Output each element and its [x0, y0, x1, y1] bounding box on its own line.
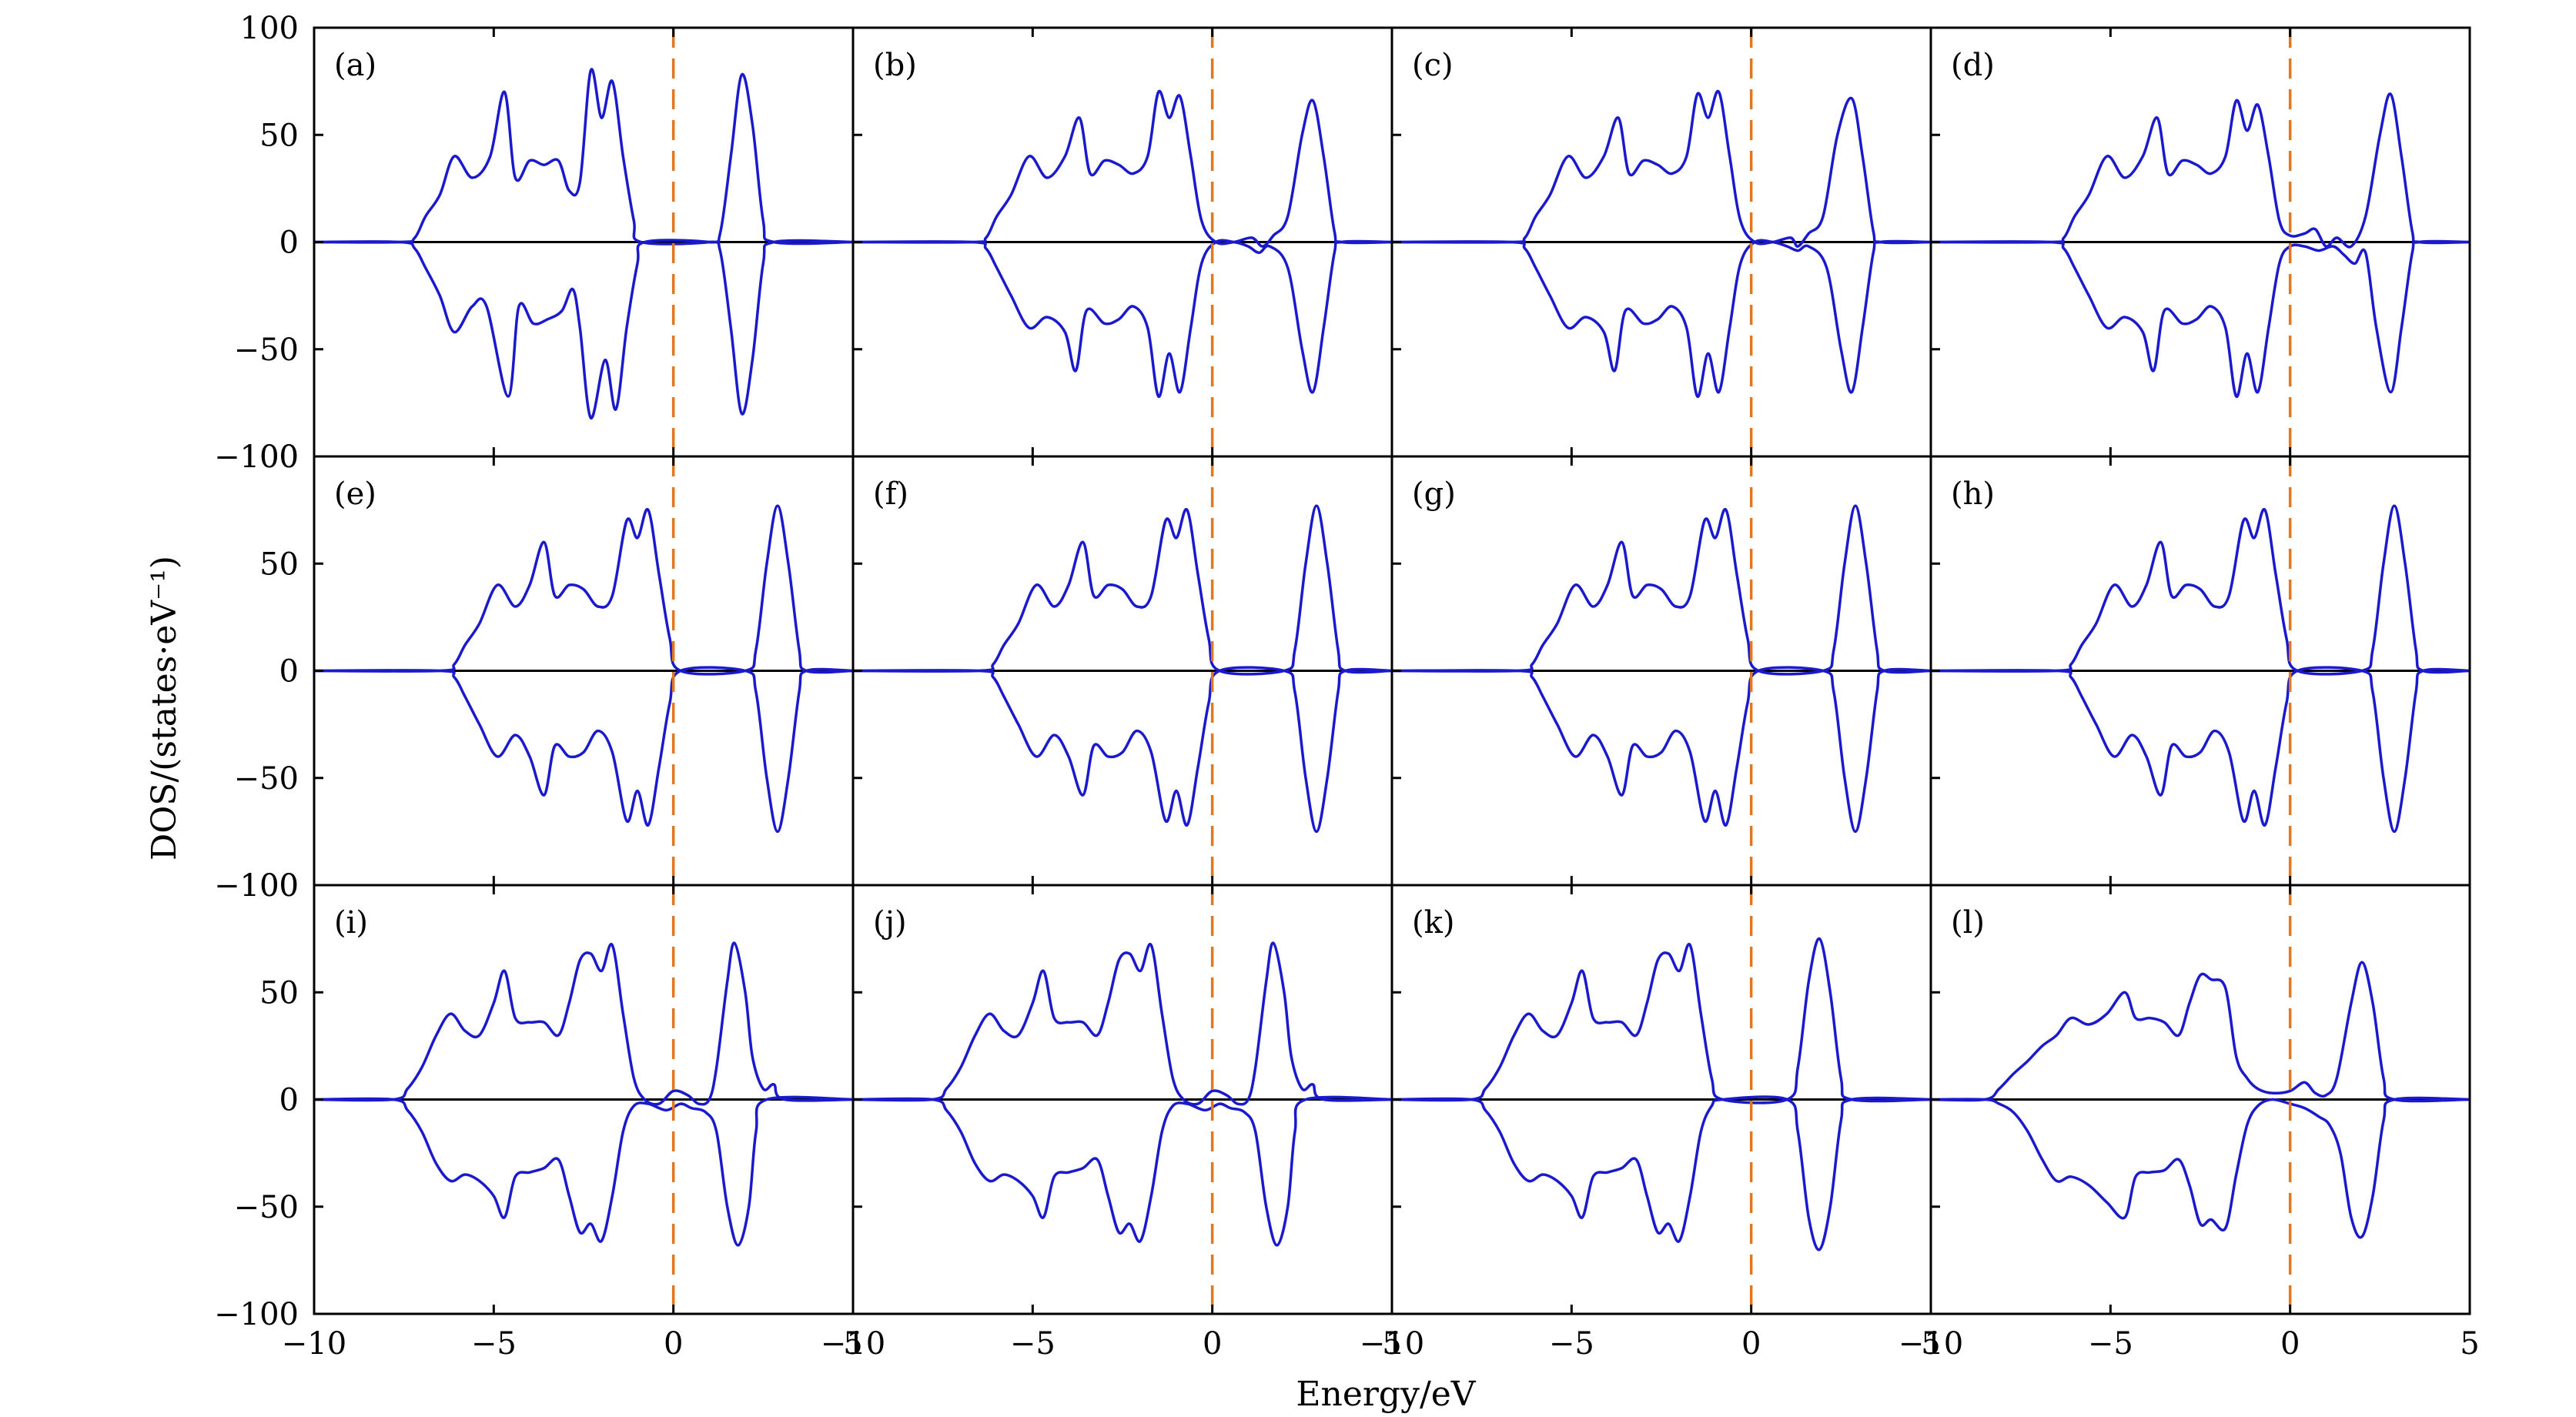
- panel-label: (h): [1951, 476, 1995, 512]
- y-tick-label: 0: [279, 654, 299, 690]
- x-tick-label: 5: [2460, 1326, 2479, 1362]
- y-tick-label: 100: [240, 439, 299, 475]
- dos-up-curve: [852, 941, 1393, 1106]
- y-tick-label: −50: [234, 1190, 299, 1225]
- dos-down-curve: [1930, 666, 2471, 834]
- panel-label: (k): [1412, 905, 1454, 941]
- panel-f: (f): [851, 455, 1393, 887]
- panel-label: (f): [873, 476, 908, 512]
- y-tick-label: 50: [259, 975, 299, 1011]
- panel-c: (c): [1390, 26, 1932, 458]
- y-tick-label: 50: [259, 118, 299, 153]
- dos-down-curve: [1930, 239, 2471, 398]
- panel-b: (b): [851, 26, 1393, 458]
- dos-down-curve: [852, 239, 1393, 398]
- x-tick-label: −5: [2088, 1326, 2133, 1362]
- panel-g: (g): [1390, 455, 1932, 887]
- panel-a: (a): [313, 26, 855, 458]
- panel-k: (k): [1390, 884, 1932, 1315]
- dos-up-curve: [852, 89, 1393, 248]
- x-tick-label: −10: [821, 1326, 885, 1362]
- dos-up-curve: [1930, 504, 2471, 676]
- panel-grid: (a) (b) (c) (d) (e) (f) (g) (h) (i) (j) (k) (l): [313, 26, 2471, 1315]
- dos-down-curve: [313, 239, 854, 419]
- dos-down-curve: [852, 666, 1393, 834]
- panel-i: (i): [313, 884, 855, 1315]
- dos-up-curve: [313, 941, 854, 1106]
- dos-down-curve: [1930, 1096, 2471, 1239]
- y-tick-label: 50: [259, 546, 299, 582]
- x-tick-label: −5: [1549, 1326, 1594, 1362]
- dos-down-curve: [1391, 1095, 1932, 1252]
- panel-label: (b): [873, 48, 917, 83]
- x-tick-label: 0: [2280, 1326, 2300, 1362]
- x-tick-label: 5: [1921, 1326, 1940, 1362]
- dos-up-curve: [852, 504, 1393, 676]
- panel-label: (l): [1951, 905, 1985, 941]
- x-tick-label: −10: [282, 1326, 346, 1362]
- y-tick-label: −50: [234, 761, 299, 797]
- panel-label: (j): [873, 905, 907, 941]
- panel-label: (e): [334, 476, 376, 512]
- x-tick-label: −5: [1010, 1326, 1055, 1362]
- x-tick-label: −10: [1360, 1326, 1424, 1362]
- y-tick-label: 0: [279, 1083, 299, 1118]
- dos-up-curve: [313, 504, 854, 676]
- x-tick-label: 5: [1382, 1326, 1401, 1362]
- panel-label: (a): [334, 48, 376, 83]
- panel-h: (h): [1929, 455, 2471, 887]
- dos-down-curve: [1391, 666, 1932, 834]
- x-tick-label: 0: [664, 1326, 683, 1362]
- y-tick-label: −50: [234, 333, 299, 368]
- y-tick-label: −100: [214, 1297, 299, 1332]
- dos-up-curve: [1391, 937, 1932, 1105]
- x-tick-labels: −10 −5 0 5−10 −5 0 5−10 −5 0 5−10 −5 0 5: [282, 1326, 2480, 1362]
- dos-down-curve: [313, 666, 854, 834]
- x-tick-label: −10: [1899, 1326, 1963, 1362]
- x-tick-label: 0: [1203, 1326, 1222, 1362]
- x-tick-label: 5: [843, 1326, 862, 1362]
- y-tick-label: 100: [240, 868, 299, 904]
- x-tick-label: 0: [1741, 1326, 1761, 1362]
- panel-label: (d): [1951, 48, 1995, 83]
- panel-label: (i): [334, 905, 368, 941]
- panel-frame: [1929, 884, 2471, 1315]
- dos-down-curve: [313, 1095, 854, 1247]
- panel-j: (j): [851, 884, 1393, 1315]
- y-axis-title: DOS/(states·eV⁻¹): [145, 556, 184, 861]
- dos-down-curve: [852, 1095, 1393, 1247]
- y-tick-label: −100: [214, 868, 299, 904]
- dos-up-curve: [313, 68, 854, 246]
- x-tick-label: −5: [471, 1326, 517, 1362]
- panel-l: (l): [1929, 884, 2471, 1315]
- y-tick-label: 0: [279, 226, 299, 261]
- dos-up-curve: [1930, 961, 2471, 1103]
- x-axis-title: Energy/eV: [1296, 1375, 1476, 1414]
- panel-label: (g): [1412, 476, 1456, 512]
- y-tick-label: −100: [214, 439, 299, 475]
- dos-up-curve: [1391, 89, 1932, 248]
- y-tick-label: 100: [240, 11, 299, 46]
- panel-label: (c): [1412, 48, 1454, 83]
- dos-down-curve: [1391, 239, 1932, 398]
- panel-d: (d): [1929, 26, 2471, 458]
- dos-up-curve: [1930, 92, 2471, 249]
- dos-up-curve: [1391, 504, 1932, 676]
- panel-e: (e): [313, 455, 855, 887]
